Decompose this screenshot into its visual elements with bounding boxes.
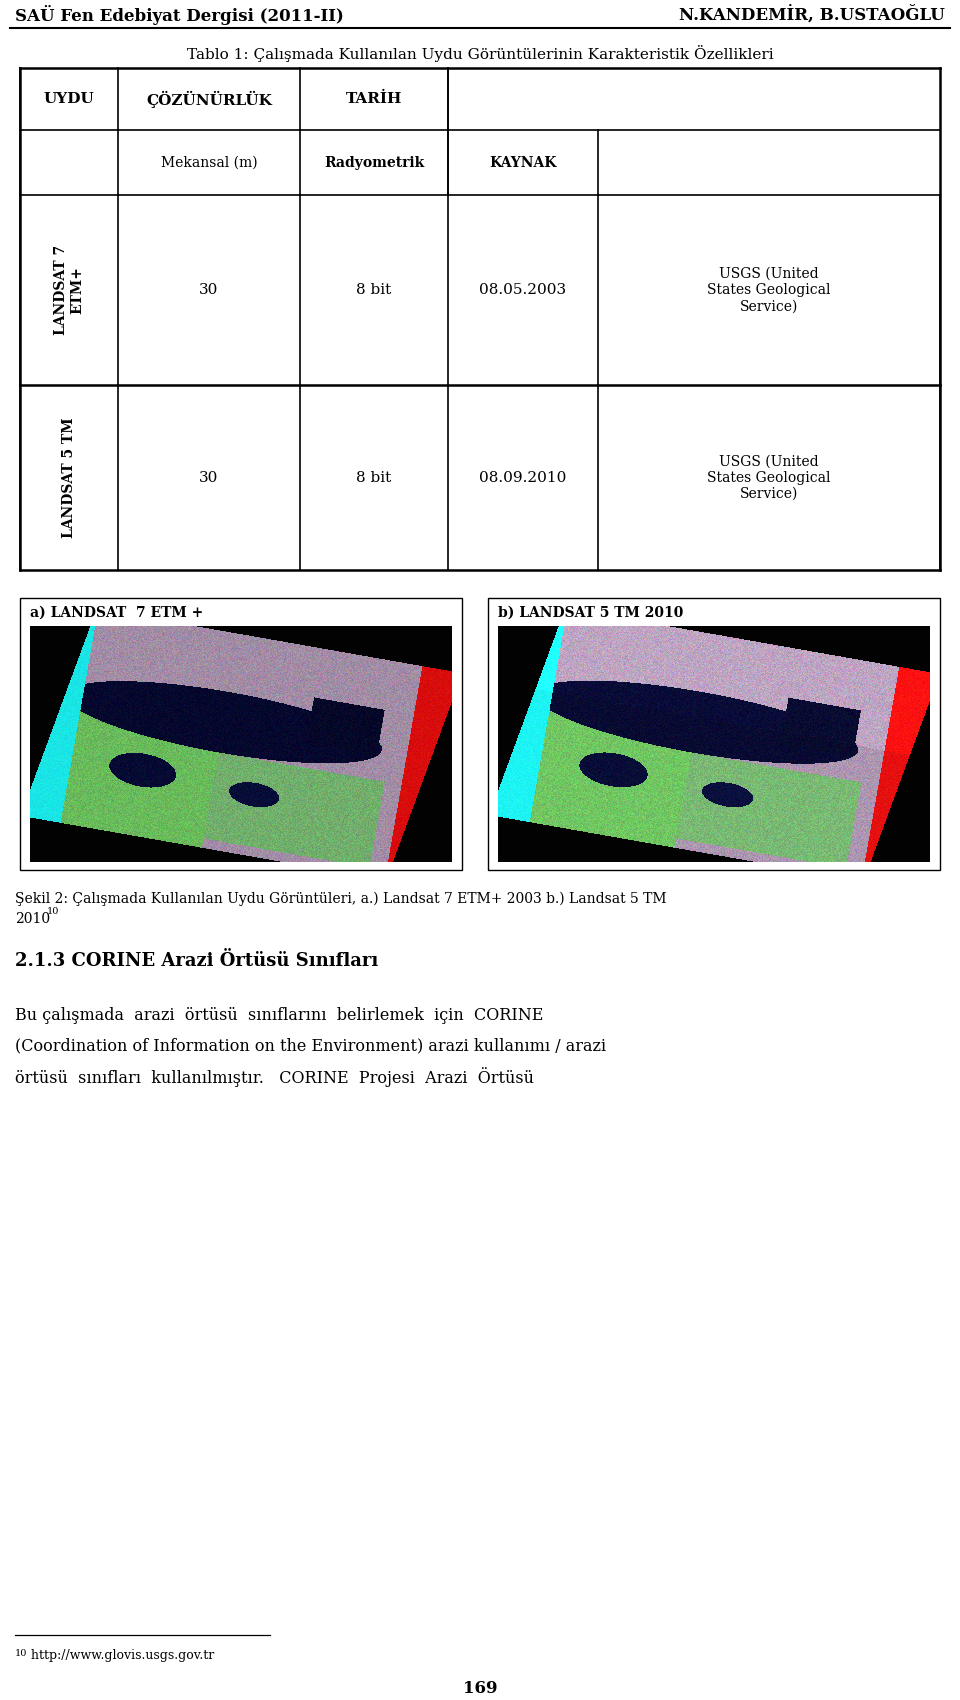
- Text: 08.05.2003: 08.05.2003: [479, 282, 566, 297]
- Text: Bu çalışmada  arazi  örtüsü  sınıflarını  belirlemek  için  CORINE: Bu çalışmada arazi örtüsü sınıflarını be…: [15, 1006, 543, 1023]
- Text: 8 bit: 8 bit: [356, 471, 392, 484]
- Text: 30: 30: [200, 471, 219, 484]
- Text: Radyometrik: Radyometrik: [324, 155, 424, 170]
- Text: Tablo 1: Çalışmada Kullanılan Uydu Görüntülerinin Karakteristik Özellikleri: Tablo 1: Çalışmada Kullanılan Uydu Görün…: [186, 44, 774, 61]
- Text: ÇÖZÜNÜRLÜK: ÇÖZÜNÜRLÜK: [146, 90, 272, 107]
- Text: 8 bit: 8 bit: [356, 282, 392, 297]
- Text: USGS (United
States Geological
Service): USGS (United States Geological Service): [708, 454, 830, 502]
- Text: TARİH: TARİH: [346, 92, 402, 105]
- Text: http://www.glovis.usgs.gov.tr: http://www.glovis.usgs.gov.tr: [27, 1649, 214, 1663]
- Text: N.KANDEMİR, B.USTAOĞLU: N.KANDEMİR, B.USTAOĞLU: [679, 5, 945, 24]
- Text: 08.09.2010: 08.09.2010: [479, 471, 566, 484]
- Text: Şekil 2: Çalışmada Kullanılan Uydu Görüntüleri, a.) Landsat 7 ETM+ 2003 b.) Land: Şekil 2: Çalışmada Kullanılan Uydu Görün…: [15, 892, 666, 906]
- Text: UYDU: UYDU: [43, 92, 94, 105]
- Text: 2.1.3 CORINE Arazi Örtüsü Sınıfları: 2.1.3 CORINE Arazi Örtüsü Sınıfları: [15, 952, 378, 971]
- Text: 2010: 2010: [15, 911, 50, 927]
- Text: a) LANDSAT  7 ETM +: a) LANDSAT 7 ETM +: [30, 605, 204, 620]
- Text: 10: 10: [47, 908, 60, 916]
- Text: örtüsü  sınıfları  kullanılmıştır.   CORINE  Projesi  Arazi  Örtüsü: örtüsü sınıfları kullanılmıştır. CORINE …: [15, 1068, 534, 1086]
- Text: 169: 169: [463, 1680, 497, 1697]
- Text: LANDSAT 7
ETM+: LANDSAT 7 ETM+: [54, 245, 84, 335]
- Bar: [488, 598, 940, 870]
- Text: (Coordination of Information on the Environment) arazi kullanımı / arazi: (Coordination of Information on the Envi…: [15, 1037, 606, 1054]
- Text: Mekansal (m): Mekansal (m): [160, 155, 257, 170]
- Text: USGS (United
States Geological
Service): USGS (United States Geological Service): [708, 267, 830, 313]
- Bar: [20, 598, 462, 870]
- Text: 10: 10: [15, 1649, 28, 1658]
- Text: b) LANDSAT 5 TM 2010: b) LANDSAT 5 TM 2010: [498, 605, 684, 620]
- Text: KAYNAK: KAYNAK: [490, 155, 557, 170]
- Text: LANDSAT 5 TM: LANDSAT 5 TM: [62, 416, 76, 537]
- Text: SAÜ Fen Edebiyat Dergisi (2011-II): SAÜ Fen Edebiyat Dergisi (2011-II): [15, 5, 344, 26]
- Text: 30: 30: [200, 282, 219, 297]
